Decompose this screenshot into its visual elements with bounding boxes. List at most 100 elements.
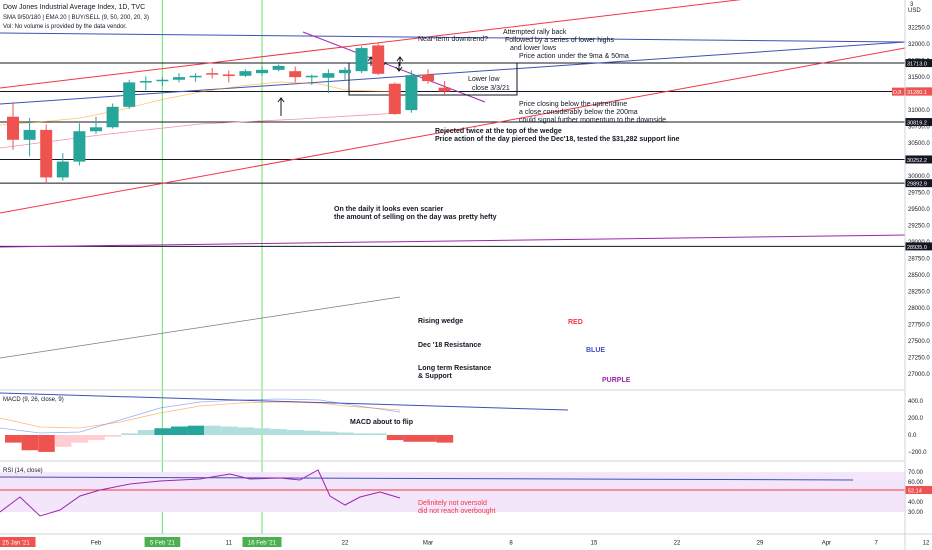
note-lower-low-1: Lower low xyxy=(468,76,500,83)
price-tick-11: 29500.0 xyxy=(908,207,930,213)
candle-body-7[interactable] xyxy=(123,82,136,107)
candle-body-1[interactable] xyxy=(23,129,36,140)
price-tick-9: 30000.0 xyxy=(908,174,930,180)
currency-label: USD xyxy=(908,8,921,14)
resistance-top-line[interactable] xyxy=(0,32,906,43)
macd-bar-2 xyxy=(38,435,55,452)
price-tick-20: 27250.0 xyxy=(908,356,930,362)
macd-bar-11 xyxy=(187,425,205,435)
key-wedge: Rising wedge xyxy=(418,318,463,325)
note-rejected-1: Rejected twice at the top of the wedge xyxy=(435,128,562,135)
macd-bar-4 xyxy=(71,435,88,443)
note-daily-2: the amount of selling on the day was pre… xyxy=(334,214,497,221)
candle-body-6[interactable] xyxy=(106,106,119,128)
vol-note: Vol: No volume is provided by the data v… xyxy=(3,24,127,30)
macd-bar-25 xyxy=(420,435,437,442)
candle-body-25[interactable] xyxy=(422,74,434,82)
price-tick-0: 32250.0 xyxy=(908,26,930,32)
candle-body-0[interactable] xyxy=(7,116,19,140)
candle-body-3[interactable] xyxy=(56,161,69,178)
price-tick-7: 30500.0 xyxy=(908,141,930,147)
macd-bar-20 xyxy=(337,432,354,435)
macd-bar-23 xyxy=(386,435,404,441)
macd-trend-line[interactable] xyxy=(0,392,569,411)
candle-body-17[interactable] xyxy=(289,71,302,78)
level-tag-bg-3 xyxy=(905,118,932,127)
level-tag-2[interactable]: 31280.1 xyxy=(907,90,927,96)
key-support-2: & Support xyxy=(418,373,452,380)
time-tick-1: Feb xyxy=(91,541,102,547)
price-tick-5: 31000.0 xyxy=(908,108,930,114)
candle-body-12[interactable] xyxy=(206,73,219,75)
macd-bar-3 xyxy=(54,435,72,447)
candle-body-5[interactable] xyxy=(90,127,102,132)
candle-body-11[interactable] xyxy=(189,75,202,78)
candle-body-18[interactable] xyxy=(305,75,318,78)
rsi-current-value: 52.14 xyxy=(908,489,922,495)
rsi-tick-4: 30.00 xyxy=(908,510,924,516)
wedge-bottom-line[interactable] xyxy=(0,47,906,214)
candle-body-15[interactable] xyxy=(256,69,268,74)
macd-tick-2: 0.0 xyxy=(908,433,917,439)
macd-bar-6 xyxy=(104,435,122,437)
dji-prefix: DJI xyxy=(893,90,902,96)
macd-bar-13 xyxy=(220,426,238,435)
level-tag-bg-5 xyxy=(905,179,932,188)
level-tag-3[interactable]: 30819.2 xyxy=(907,121,927,127)
downtrend-line[interactable] xyxy=(302,31,486,103)
price-tick-1: 32000.0 xyxy=(908,42,930,48)
macd-bar-12 xyxy=(204,425,221,435)
price-tick-21: 27000.0 xyxy=(908,372,930,378)
candle-body-14[interactable] xyxy=(239,71,252,76)
price-tick-18: 27750.0 xyxy=(908,323,930,329)
macd-bar-18 xyxy=(303,430,321,435)
note-rally-3: and lower lows xyxy=(510,45,557,52)
candle-body-19[interactable] xyxy=(322,73,335,78)
level-tag-5[interactable]: 29892.9 xyxy=(907,182,927,188)
price-top-tick: 3 xyxy=(910,2,914,8)
candle-body-8[interactable] xyxy=(139,81,152,83)
level-tag-bg-4 xyxy=(905,155,932,164)
note-daily-1: On the daily it looks even scarier xyxy=(334,206,444,213)
candle-body-9[interactable] xyxy=(156,79,169,82)
macd-bar-10 xyxy=(171,426,188,435)
candle-body-13[interactable] xyxy=(222,74,235,76)
key-support-color: PURPLE xyxy=(602,377,631,384)
macd-bar-1 xyxy=(21,435,39,451)
candle-body-4[interactable] xyxy=(73,131,86,162)
macd-bar-17 xyxy=(287,429,304,435)
candle-body-22[interactable] xyxy=(372,45,385,74)
macd-bar-22 xyxy=(370,433,387,435)
macd-label[interactable]: MACD (9, 26, close, 9) xyxy=(3,397,64,403)
indicator-legend[interactable]: SMA 9/50/180 | EMA 20 | BUY/SELL (9, 50,… xyxy=(3,15,149,21)
macd-signal-line xyxy=(0,401,401,429)
level-tag-bg-6 xyxy=(905,242,932,251)
candle-body-16[interactable] xyxy=(272,65,285,70)
candle-body-23[interactable] xyxy=(388,83,401,115)
time-tag-bg-4 xyxy=(242,537,282,547)
rsi-trend-line[interactable] xyxy=(0,476,854,481)
candle-body-10[interactable] xyxy=(173,77,185,80)
candle-body-2[interactable] xyxy=(40,129,53,178)
time-tag-bg-2 xyxy=(144,537,181,547)
level-tag-6[interactable]: 28935.0 xyxy=(907,245,927,251)
candle-body-24[interactable] xyxy=(405,75,418,111)
level-tag-0[interactable]: 31713.0 xyxy=(907,62,927,68)
key-support-1: Long term Resistance xyxy=(418,365,491,372)
candle-body-21[interactable] xyxy=(355,48,368,72)
macd-bar-0 xyxy=(5,435,22,443)
macd-bar-8 xyxy=(137,429,155,435)
rsi-label[interactable]: RSI (14, close) xyxy=(3,468,43,474)
resistance-bottom-line[interactable] xyxy=(0,41,906,105)
time-tick-11: Apr xyxy=(822,541,831,547)
support-line[interactable] xyxy=(0,234,906,248)
wedge-top-line[interactable] xyxy=(0,0,905,89)
note-macd-flip: MACD about to flip xyxy=(350,419,413,426)
level-tag-bg-0 xyxy=(905,59,932,68)
candle-body-20[interactable] xyxy=(339,69,351,74)
level-tag-4[interactable]: 30252.2 xyxy=(907,158,927,164)
time-tick-8: 15 xyxy=(591,541,598,547)
candle-body-26[interactable] xyxy=(438,87,451,92)
lower-low-box[interactable] xyxy=(348,62,518,96)
